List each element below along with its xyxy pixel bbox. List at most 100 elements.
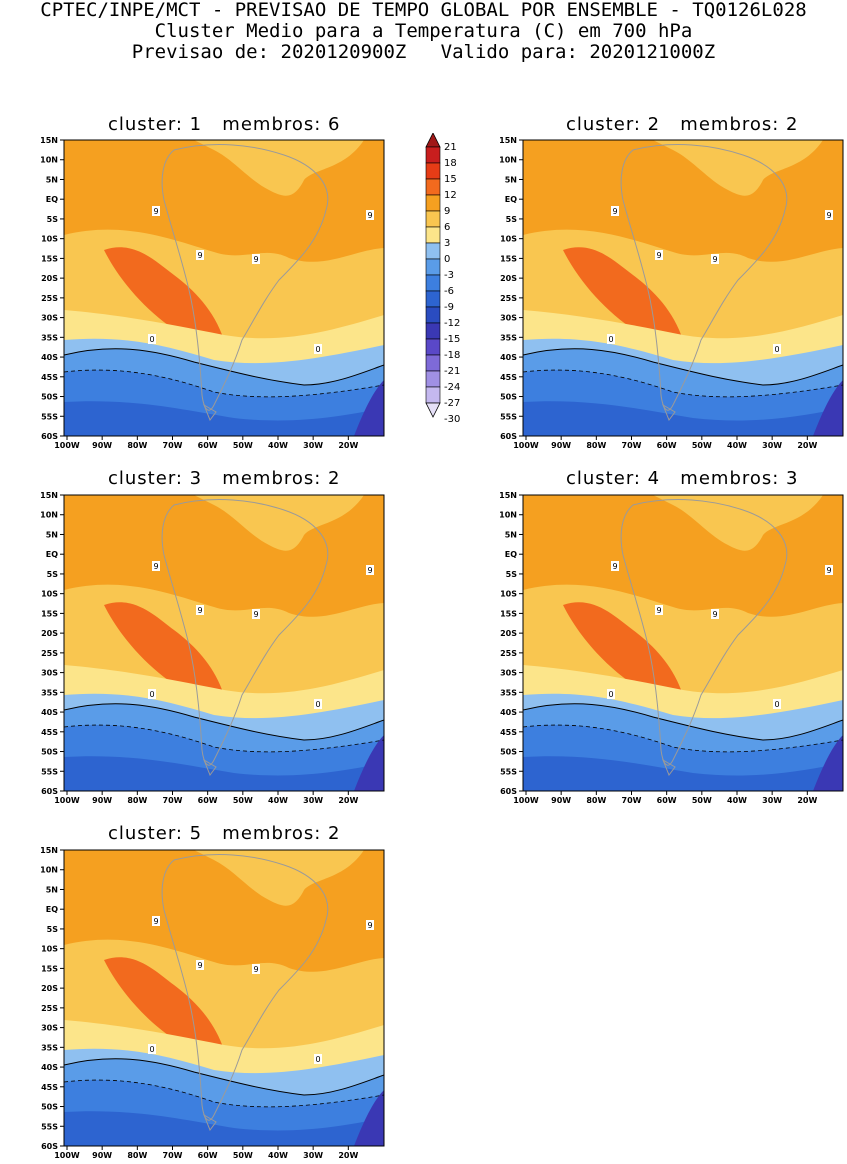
lat-label: 50S	[41, 1103, 58, 1112]
lat-label: 45S	[41, 728, 58, 737]
colorbar-level: 9	[444, 206, 450, 217]
lat-label: 60S	[41, 1142, 58, 1151]
lat-label: 25S	[41, 1004, 58, 1013]
contour-label-0-bg	[314, 1054, 322, 1064]
tierra-del-fuego	[202, 758, 217, 777]
panel-title-4: cluster: 4 membros: 3	[566, 468, 799, 489]
contour-label-9: 9	[197, 251, 202, 260]
lat-label: 30S	[41, 669, 58, 678]
colorbar-level: -27	[444, 398, 460, 409]
band-12-15	[563, 602, 683, 700]
map-svg: 9 9 9 9 0 0 15N 10N 5N EQ 5S 10S 15S 20S 25S 30S 35S 40S 4…	[499, 136, 844, 450]
colorbar-swatch	[425, 354, 441, 372]
map-frame	[522, 139, 844, 437]
lat-label: 60S	[41, 787, 58, 796]
lon-label: 60W	[198, 796, 218, 805]
lat-label: 15S	[500, 609, 517, 618]
lon-label: 40W	[727, 796, 747, 805]
zero-isotherm	[64, 1058, 384, 1096]
band-9-12	[64, 140, 384, 262]
lon-label: 70W	[622, 796, 642, 805]
lat-label: 35S	[41, 333, 58, 342]
contour-label-9: 9	[656, 251, 661, 260]
contour-label-0: 0	[608, 690, 613, 699]
lat-label: 60S	[500, 787, 517, 796]
map-frame	[63, 494, 385, 792]
lat-label: 15S	[41, 964, 58, 973]
lat-label: 5S	[47, 570, 59, 579]
lat-label: 50S	[41, 748, 58, 757]
band-cold-corner	[354, 1090, 384, 1146]
lon-label: 60W	[657, 796, 677, 805]
lat-label: 35S	[500, 688, 517, 697]
lon-label: 50W	[692, 796, 712, 805]
panel-title-2: cluster: 2 membros: 2	[566, 114, 799, 135]
lat-label: 5S	[506, 215, 518, 224]
lat-label: 20S	[41, 629, 58, 638]
lon-label: 70W	[163, 796, 183, 805]
colorbar-level: -21	[444, 366, 460, 377]
contour-label-9: 9	[656, 606, 661, 615]
lat-label: 40S	[41, 708, 58, 717]
contour-label-0: 0	[315, 345, 320, 354]
contour-label-9-bg	[611, 561, 619, 571]
band-neg9-neg6	[64, 1111, 384, 1146]
colorbar-arrow-bottom	[425, 402, 441, 418]
colorbar-swatch	[425, 306, 441, 324]
lat-label: 5N	[505, 530, 517, 539]
lat-label: 50S	[41, 393, 58, 402]
contour-label-0-bg	[314, 699, 322, 709]
lat-label: 30S	[500, 669, 517, 678]
contour-label-9-bg	[711, 609, 719, 619]
colorbar-level: 6	[444, 222, 450, 233]
colorbar-swatch	[425, 194, 441, 212]
map-panel-4: 9 9 9 9 0 0 15N 10N 5N EQ 5S 10S 15S 20S 25S 30S 35S 40S 4…	[479, 491, 846, 809]
contour-label-9: 9	[712, 610, 717, 619]
lon-label: 40W	[727, 441, 747, 450]
lon-label: 40W	[268, 796, 288, 805]
contour-label-9: 9	[712, 255, 717, 264]
lat-label: 5N	[46, 175, 58, 184]
map-panel-3: 9 9 9 9 0 0 15N 10N 5N EQ 5S 10S 15S 20S 25S 30S 35S 40S 4…	[20, 491, 387, 809]
contour-label-9: 9	[197, 961, 202, 970]
lat-label: EQ	[46, 550, 58, 559]
lat-label: 10N	[499, 156, 517, 165]
contour-label-0-bg	[148, 689, 156, 699]
map-panel-5: 9 9 9 9 0 0 15N 10N 5N EQ 5S 10S 15S 20S 25S 30S 35S 40S 4…	[20, 846, 387, 1164]
band-12-15	[104, 602, 224, 700]
colorbar-swatch	[425, 370, 441, 388]
contour-label-9-bg	[366, 565, 374, 575]
lat-label: EQ	[46, 195, 58, 204]
colorbar-level: 15	[444, 174, 457, 185]
lon-label: 70W	[163, 441, 183, 450]
lat-label: 10S	[500, 235, 517, 244]
map-panel-2: 9 9 9 9 0 0 15N 10N 5N EQ 5S 10S 15S 20S 25S 30S 35S 40S 4…	[479, 136, 846, 454]
lat-label: 15S	[41, 254, 58, 263]
lat-label: 50S	[500, 393, 517, 402]
lat-label: 10S	[41, 945, 58, 954]
lon-label: 50W	[692, 441, 712, 450]
zero-isotherm	[523, 348, 843, 386]
lon-label: 40W	[268, 441, 288, 450]
contour-label-0: 0	[315, 1055, 320, 1064]
map-svg: 9 9 9 9 0 0 15N 10N 5N EQ 5S 10S 15S 20S 25S 30S 35S 40S 4…	[499, 491, 844, 805]
colorbar-swatch	[425, 226, 441, 244]
lon-label: 20W	[338, 1151, 358, 1160]
contour-label-9: 9	[367, 211, 372, 220]
lat-label: 20S	[41, 274, 58, 283]
lat-label: 45S	[41, 1083, 58, 1092]
colorbar-level: -30	[444, 414, 460, 425]
contour-label-9: 9	[612, 562, 617, 571]
lat-label: 55S	[41, 412, 58, 421]
negative-isotherm	[64, 369, 384, 398]
colorbar-swatch	[425, 178, 441, 196]
coastline	[161, 144, 329, 411]
band-12-15	[104, 247, 224, 345]
lon-label: 100W	[54, 441, 80, 450]
lat-label: 10N	[499, 511, 517, 520]
colorbar-swatch	[425, 146, 441, 164]
lon-label: 70W	[622, 441, 642, 450]
contour-label-0: 0	[149, 1045, 154, 1054]
lat-label: 15N	[499, 136, 517, 145]
contour-label-0: 0	[774, 345, 779, 354]
